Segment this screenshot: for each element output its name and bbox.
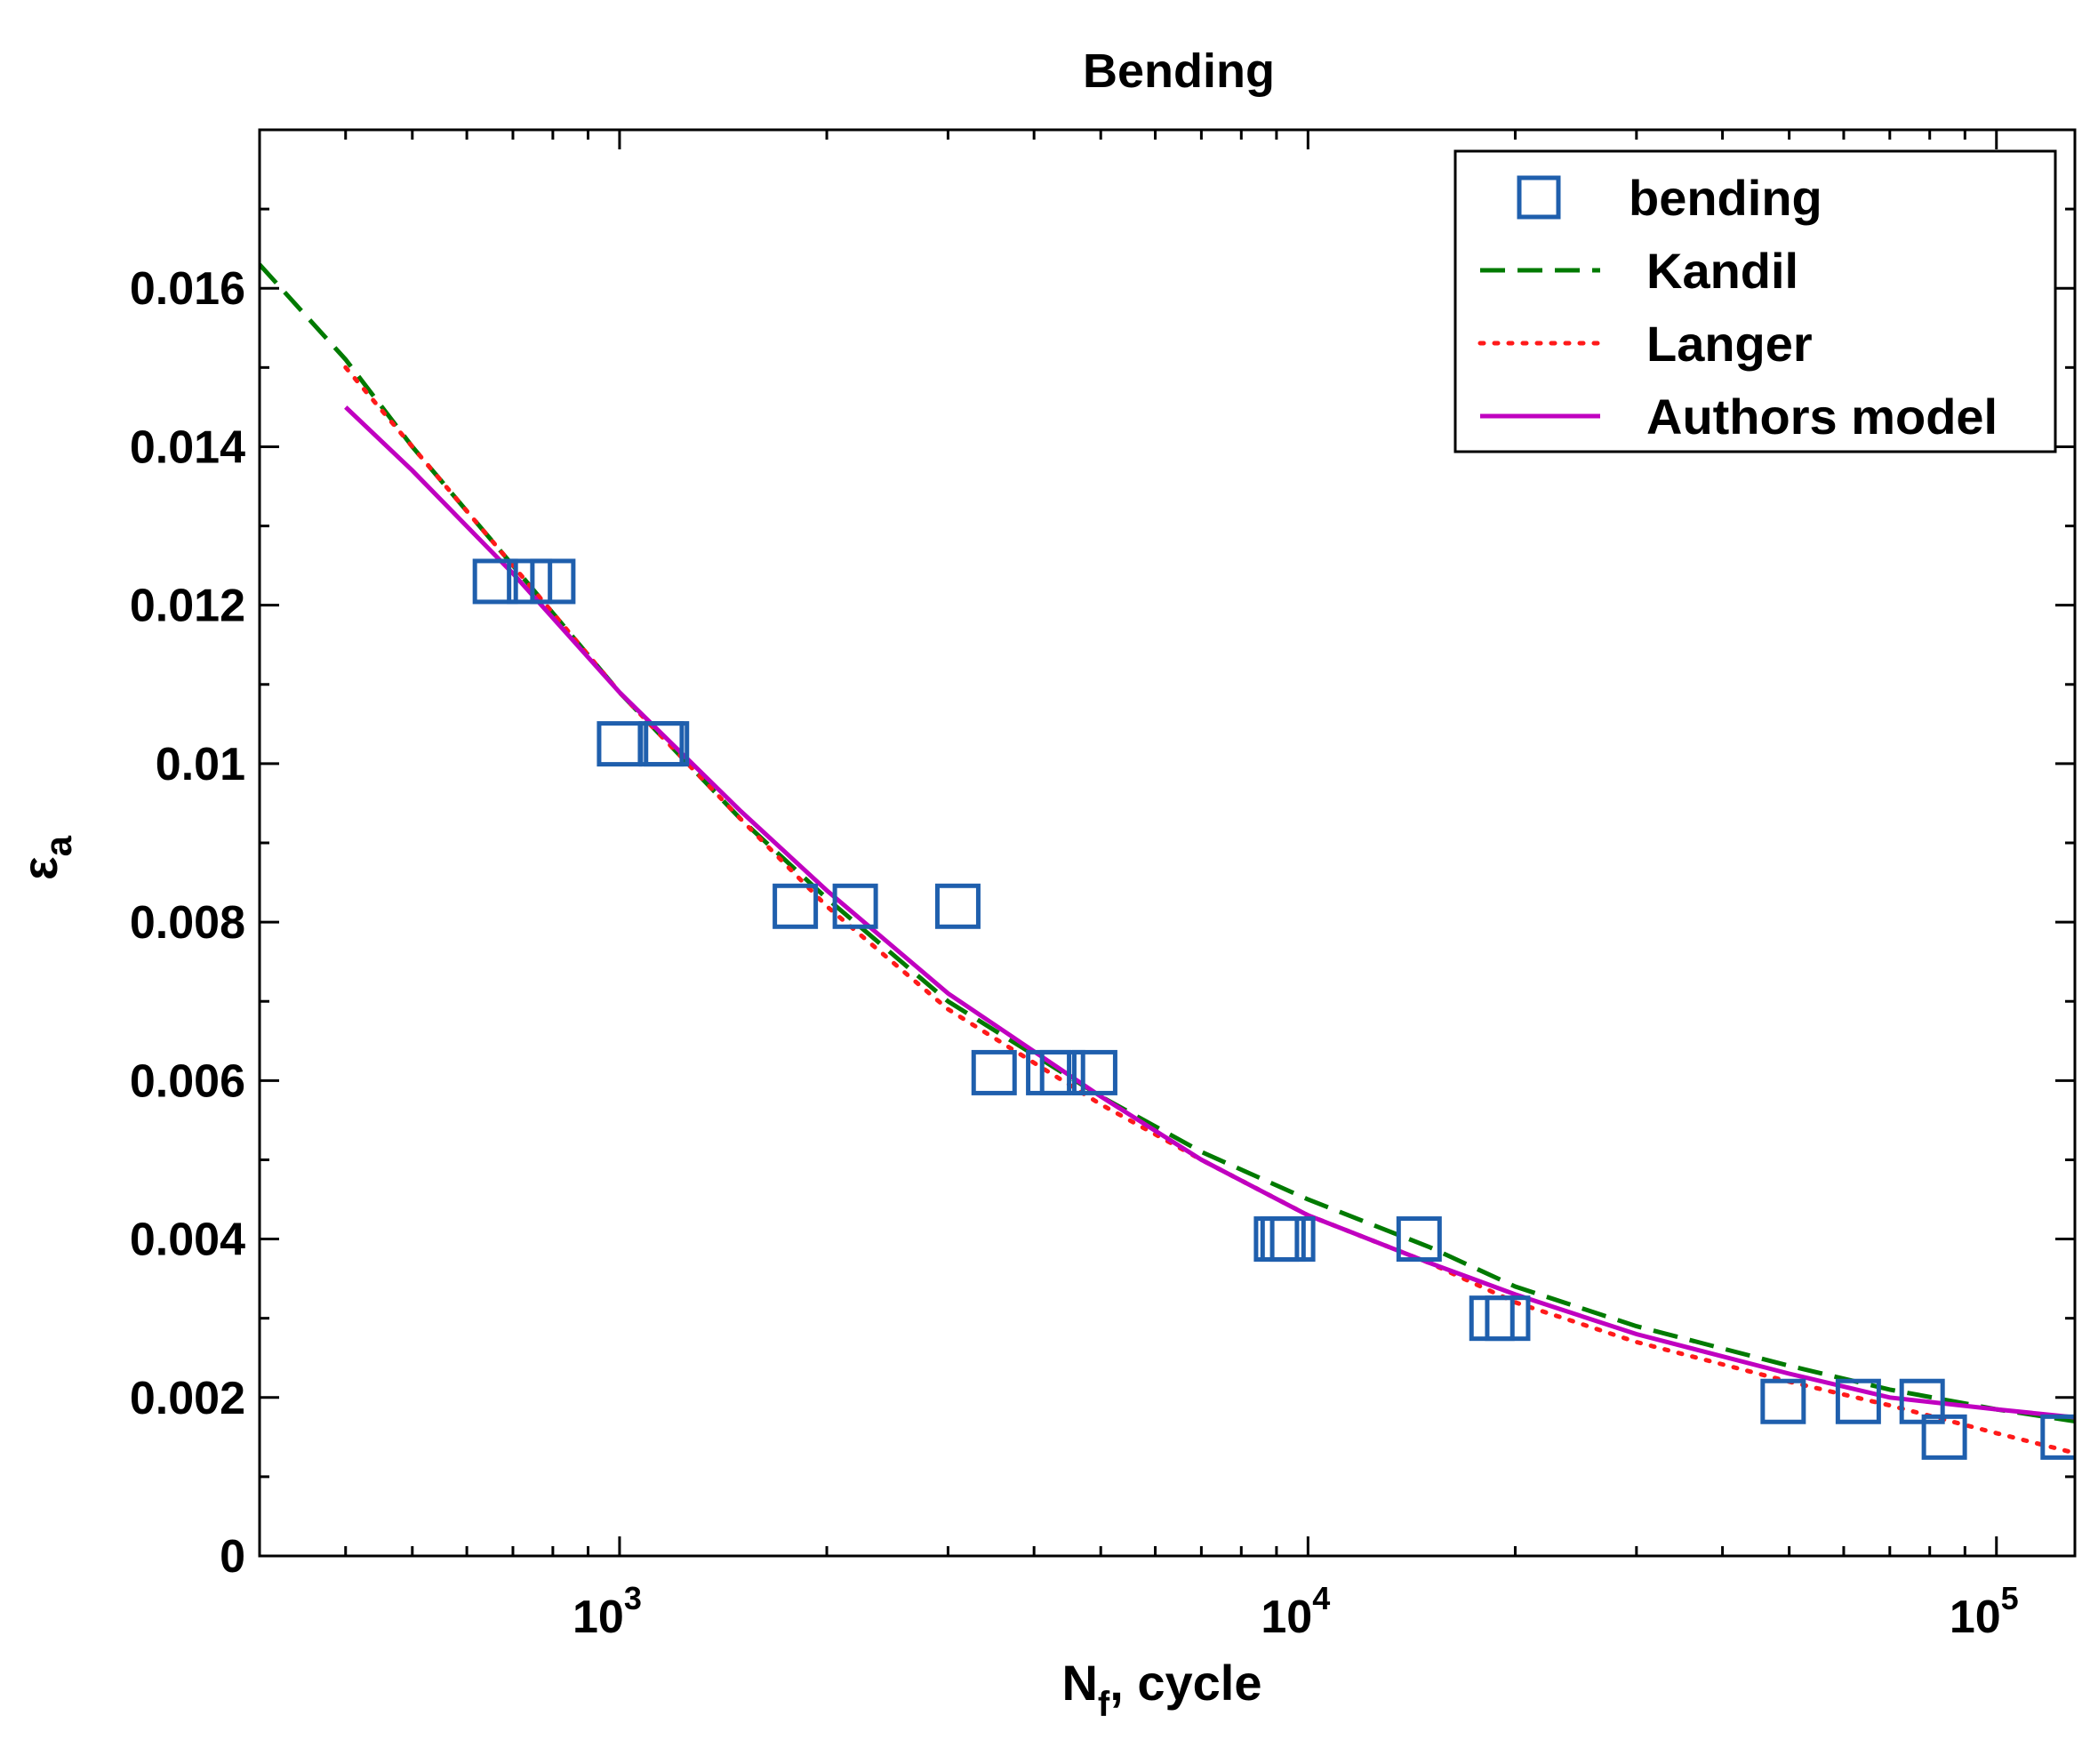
- y-axis-label-sub: a: [37, 835, 79, 856]
- legend-box: [1453, 149, 2057, 453]
- data-point-bending: [1469, 1295, 1515, 1342]
- series-line-langer: [343, 365, 2075, 1455]
- y-tick-label: 0: [220, 1531, 245, 1583]
- data-point-bending: [1071, 1049, 1117, 1095]
- x-axis-label-rest: , cycle: [1109, 1655, 1261, 1711]
- data-point-bending: [2040, 1414, 2075, 1460]
- x-tick-label: 105: [1950, 1580, 2019, 1643]
- series-line-authors-model: [344, 405, 2075, 1420]
- legend-label-kandil: Kandil: [1646, 243, 1798, 299]
- data-point-bending: [597, 721, 643, 767]
- data-point-bending: [1485, 1295, 1531, 1342]
- legend-label-authors-model: Authors model: [1646, 389, 1998, 445]
- data-point-bending: [1396, 1216, 1442, 1263]
- y-axis-label-main: ε: [12, 856, 68, 880]
- data-point-bending: [1269, 1216, 1316, 1263]
- chart-title: Bending: [1083, 44, 1275, 98]
- y-tick-label: 0.014: [130, 421, 245, 473]
- plot-frame: [258, 128, 2077, 1558]
- x-tick-label: 104: [1261, 1580, 1330, 1643]
- data-point-bending: [1835, 1378, 1881, 1424]
- y-tick-label: 0.012: [130, 581, 245, 632]
- y-tick-label: 0.016: [130, 263, 245, 315]
- axis-ticks: [258, 130, 2075, 1558]
- y-tick-label: 0.002: [130, 1373, 245, 1424]
- data-point-bending: [507, 558, 553, 605]
- y-tick-label: 0.01: [156, 739, 245, 790]
- data-point-bending: [934, 883, 981, 929]
- data-point-bending: [1039, 1049, 1085, 1095]
- data-point-bending: [971, 1049, 1017, 1095]
- legend-symbol-bending: [1517, 175, 1561, 220]
- x-axis-label-main: N: [1061, 1655, 1097, 1711]
- data-point-bending: [1760, 1378, 1806, 1424]
- plot-series: [260, 262, 2075, 1460]
- y-tick-label: 0.006: [130, 1055, 245, 1107]
- y-tick-labels: 0 0.002 0.004 0.006 0.008 0.01 0.012 0.014 0.016: [130, 263, 245, 1583]
- series-line-kandil: [260, 262, 2075, 1423]
- legend: bending Kandil Langer Authors model: [1453, 149, 2057, 453]
- x-tick-label: 103: [573, 1580, 642, 1643]
- data-point-bending: [472, 558, 518, 605]
- x-axis-label-sub: f: [1098, 1685, 1110, 1724]
- x-axis-label: Nf, cycle: [1061, 1655, 1261, 1724]
- data-point-bending: [530, 558, 576, 605]
- legend-label-langer: Langer: [1646, 316, 1813, 372]
- data-point-bending: [773, 883, 819, 929]
- y-tick-label: 0.004: [130, 1215, 245, 1266]
- x-tick-labels: 103 104 105: [573, 1580, 2019, 1643]
- y-axis-label: εa: [12, 835, 79, 880]
- data-point-bending: [644, 721, 690, 767]
- data-point-bending: [832, 883, 878, 929]
- legend-label-bending: bending: [1629, 170, 1822, 226]
- y-tick-label: 0.008: [130, 897, 245, 949]
- data-point-bending: [1921, 1414, 1967, 1460]
